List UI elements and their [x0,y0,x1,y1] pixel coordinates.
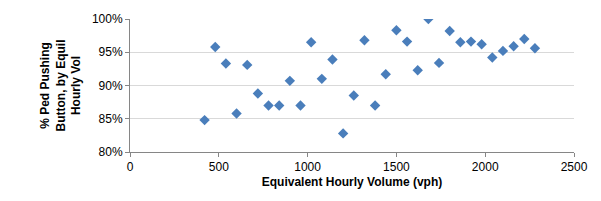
svg-text:2500: 2500 [561,160,588,174]
svg-text:Equivalent Hourly Volume (vph): Equivalent Hourly Volume (vph) [262,175,442,189]
svg-text:1000: 1000 [294,160,321,174]
svg-text:2000: 2000 [472,160,499,174]
svg-text:85%: 85% [99,112,123,126]
svg-text:95%: 95% [99,45,123,59]
svg-text:90%: 90% [99,79,123,93]
svg-text:0: 0 [127,160,134,174]
svg-text:80%: 80% [99,145,123,159]
svg-text:1500: 1500 [383,160,410,174]
svg-text:500: 500 [209,160,229,174]
svg-text:% Ped PushingButton, by EquilH: % Ped PushingButton, by EquilHourly Vol [38,40,83,132]
svg-text:100%: 100% [92,12,123,26]
